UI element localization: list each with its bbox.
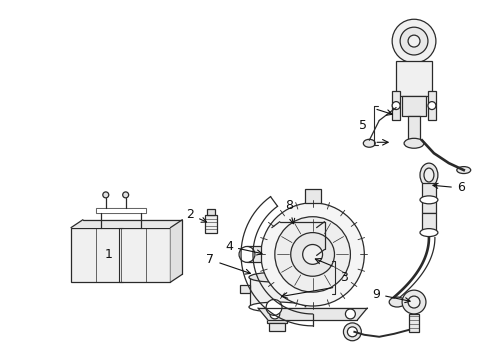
Bar <box>207 209 215 215</box>
Polygon shape <box>96 208 145 213</box>
Text: 4: 4 <box>224 240 262 255</box>
Text: 2: 2 <box>186 208 206 222</box>
Circle shape <box>407 35 419 47</box>
Ellipse shape <box>271 253 283 265</box>
Bar <box>391 91 399 121</box>
Bar <box>304 285 314 293</box>
Bar <box>407 116 419 140</box>
Bar <box>205 215 217 233</box>
Text: 9: 9 <box>371 288 409 303</box>
Ellipse shape <box>265 300 282 315</box>
Circle shape <box>261 203 364 306</box>
Ellipse shape <box>388 297 404 307</box>
Ellipse shape <box>403 138 423 148</box>
Bar <box>71 228 170 282</box>
Circle shape <box>391 102 399 109</box>
Bar <box>271 228 316 255</box>
Circle shape <box>274 217 350 292</box>
Ellipse shape <box>423 168 433 182</box>
Bar <box>276 255 284 261</box>
Bar <box>401 96 425 116</box>
Polygon shape <box>271 222 324 228</box>
Bar <box>304 189 320 203</box>
Bar <box>96 208 145 213</box>
Ellipse shape <box>239 247 254 262</box>
Bar <box>267 309 286 323</box>
Circle shape <box>407 296 419 308</box>
Bar <box>427 91 435 121</box>
Polygon shape <box>316 222 324 255</box>
Bar <box>395 61 431 96</box>
Ellipse shape <box>363 139 374 147</box>
Bar <box>408 314 418 332</box>
Bar <box>269 323 285 331</box>
Text: 6: 6 <box>432 181 464 194</box>
Circle shape <box>343 323 361 341</box>
Ellipse shape <box>419 163 437 187</box>
Text: 1: 1 <box>104 248 112 261</box>
Text: 7: 7 <box>206 253 250 274</box>
Circle shape <box>290 233 334 276</box>
Ellipse shape <box>248 272 305 282</box>
Circle shape <box>102 192 108 198</box>
Ellipse shape <box>248 302 305 312</box>
Ellipse shape <box>456 167 470 174</box>
Circle shape <box>427 102 435 109</box>
Circle shape <box>401 290 425 314</box>
Bar <box>240 285 249 293</box>
Circle shape <box>302 244 322 264</box>
Polygon shape <box>71 220 182 228</box>
Bar <box>421 213 435 233</box>
Polygon shape <box>257 308 366 320</box>
Circle shape <box>399 27 427 55</box>
Circle shape <box>391 19 435 63</box>
Circle shape <box>269 309 279 319</box>
Bar <box>249 277 304 307</box>
Bar <box>246 247 261 262</box>
Polygon shape <box>170 220 182 282</box>
Bar <box>279 233 308 251</box>
Circle shape <box>345 309 355 319</box>
Ellipse shape <box>266 248 287 270</box>
Ellipse shape <box>419 196 437 204</box>
Text: 5: 5 <box>359 119 366 132</box>
Bar <box>421 183 435 213</box>
Text: 8: 8 <box>285 199 294 224</box>
Ellipse shape <box>419 229 437 237</box>
Bar <box>303 255 311 261</box>
Text: 3: 3 <box>340 271 347 284</box>
Circle shape <box>346 327 357 337</box>
Circle shape <box>122 192 128 198</box>
